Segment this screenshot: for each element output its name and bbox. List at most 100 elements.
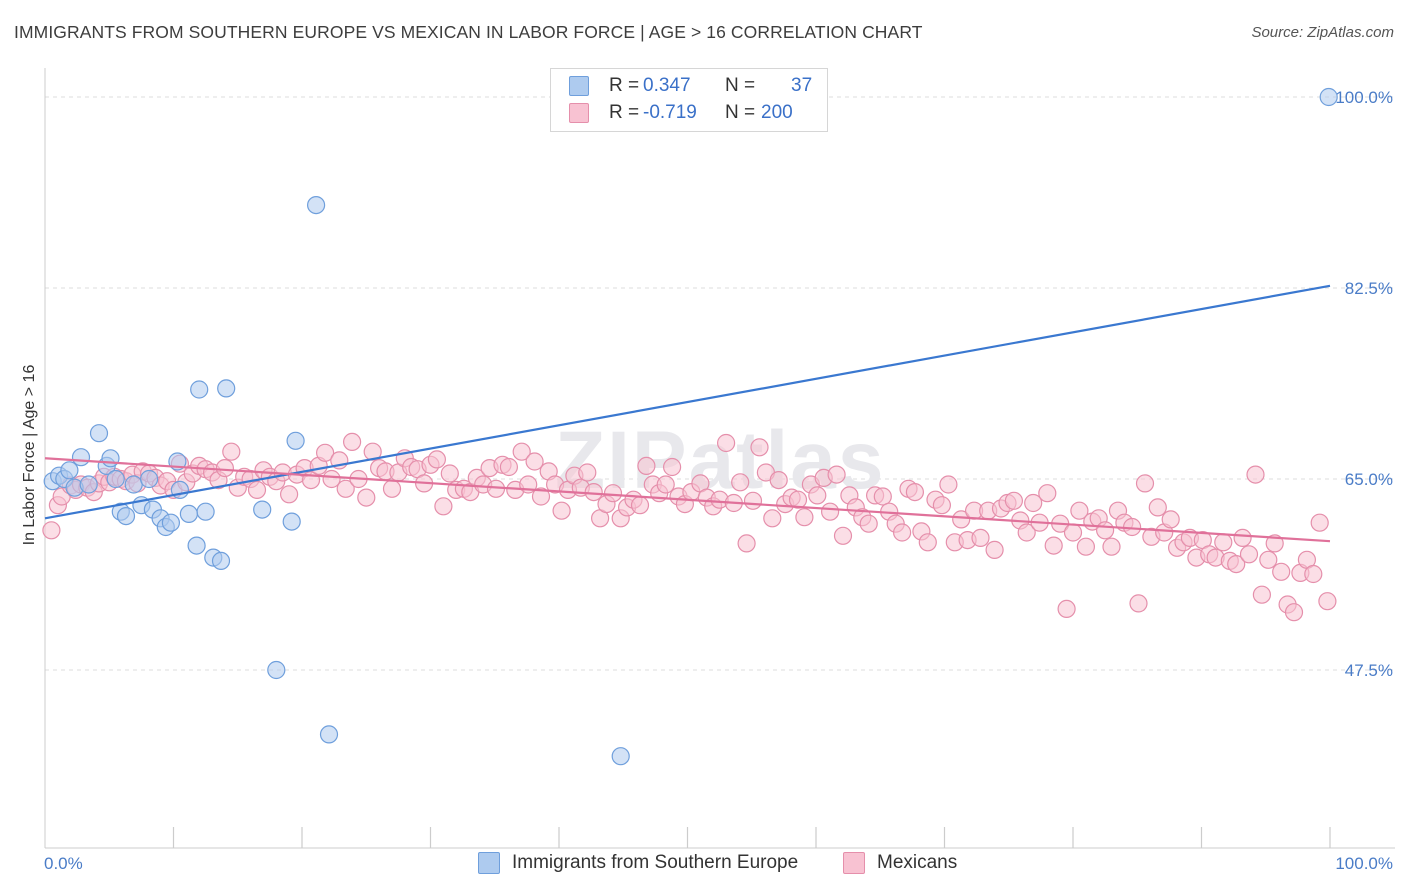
mexicans-point: [531, 487, 551, 506]
mexicans-point: [873, 487, 892, 506]
mexicans-point: [1265, 534, 1284, 553]
mexicans-point: [1318, 592, 1337, 611]
immigrants-point: [116, 506, 136, 526]
mexicans-point: [603, 484, 623, 503]
mexicans-point: [1214, 533, 1233, 552]
mexicans-point: [525, 452, 544, 471]
y-tick-labels: 47.5% 65.0% 82.5% 100.0%: [1335, 88, 1393, 680]
immigrants-point: [282, 512, 301, 531]
mexicans-point: [918, 533, 937, 552]
legend-label-immigrants: Immigrants from Southern Europe: [512, 852, 799, 873]
mexicans-point: [440, 464, 459, 483]
mexicans-trend-line: [44, 457, 1331, 543]
immigrants-southern-europe-points: [43, 87, 1338, 766]
legend-r-label: R =: [609, 102, 640, 123]
series-legend: Immigrants from Southern Europe Mexicans: [0, 852, 1406, 878]
mexicans-point: [750, 438, 769, 457]
mexicans-point: [859, 514, 878, 533]
legend-swatch-immigrants: [478, 852, 500, 874]
mexicans-point: [788, 490, 808, 509]
immigrants-point: [71, 448, 91, 467]
immigrants-point: [611, 747, 630, 766]
mexicans-point: [1246, 465, 1265, 484]
immigrants-point: [190, 380, 209, 399]
mexicans-point: [1284, 603, 1304, 622]
mexicans-point: [1017, 523, 1036, 542]
y-axis-label: In Labor Force | Age > 16: [21, 365, 38, 546]
mexicans-point: [1070, 501, 1089, 520]
immigrants-point: [1319, 87, 1338, 107]
immigrants-point: [267, 660, 286, 680]
legend-n-label: N =: [725, 75, 756, 96]
mexicans-point: [1076, 537, 1096, 556]
mexicans-point: [1148, 498, 1167, 517]
mexicans-point: [905, 483, 925, 502]
mexicans-point: [322, 469, 341, 489]
immigrants-point: [307, 196, 326, 215]
immigrants-point: [140, 469, 159, 489]
immigrants-point: [187, 536, 206, 555]
immigrants-point: [79, 475, 98, 494]
mexicans-point: [427, 450, 446, 469]
mexicans-point: [820, 502, 840, 521]
mexicans-point: [662, 457, 682, 477]
mexicans-point: [316, 443, 335, 462]
mexicans-point: [336, 479, 355, 498]
stats-legend: R = 0.347 N = 37 R = -0.719 N = 200: [550, 68, 828, 132]
x-tick-label: 100.0%: [1335, 854, 1393, 873]
mexicans-point: [434, 497, 453, 516]
mexicans-point: [1304, 564, 1323, 584]
mexicans-point: [512, 442, 531, 461]
mexicans-point: [1239, 545, 1259, 564]
grid-lines: [45, 96, 1395, 671]
y-tick-label: 100.0%: [1335, 88, 1393, 107]
mexicans-point: [247, 480, 267, 499]
mexicans-point: [1044, 536, 1063, 555]
y-tick-label: 82.5%: [1345, 279, 1393, 298]
mexicans-point: [939, 475, 958, 494]
mexicans-point: [578, 463, 597, 482]
x-tick-labels: 0.0% 100.0%: [44, 854, 1393, 873]
mexicans-point: [42, 521, 61, 540]
mexicans-point: [737, 534, 756, 553]
legend-item-mexicans: Mexicans: [843, 852, 957, 874]
immigrants-point: [319, 725, 339, 744]
trend-lines: [44, 284, 1331, 543]
immigrants-point: [196, 502, 215, 521]
mexicans-point: [637, 456, 656, 475]
source-note: Source: ZipAtlas.com: [1251, 24, 1394, 41]
mexicans-point: [795, 508, 814, 527]
legend-r-value: -0.719: [643, 102, 697, 123]
mexicans-point: [1161, 510, 1180, 529]
mexicans-point: [552, 501, 571, 520]
y-tick-label: 47.5%: [1345, 661, 1393, 680]
legend-swatch-mexicans: [569, 103, 589, 123]
immigrants-point: [286, 431, 305, 450]
mexicans-point: [1004, 491, 1024, 510]
mexicans-point: [584, 483, 603, 502]
mexicans-point: [763, 509, 782, 528]
immigrants-point: [106, 469, 125, 489]
mexicans-point: [952, 510, 971, 529]
mexicans-points: [42, 432, 1337, 622]
mexicans-point: [892, 523, 912, 542]
immigrants-point: [211, 551, 231, 571]
mexicans-point: [971, 528, 990, 548]
immigrants-trend-line: [44, 284, 1331, 520]
mexicans-point: [215, 459, 234, 478]
mexicans-point: [743, 491, 763, 510]
mexicans-point: [1057, 599, 1076, 619]
mexicans-point: [630, 496, 650, 515]
mexicans-point: [363, 442, 382, 461]
immigrants-point: [179, 504, 198, 524]
x-tick-label: 0.0%: [44, 854, 83, 873]
mexicans-point: [833, 526, 853, 545]
immigrants-point: [124, 475, 143, 494]
mexicans-point: [382, 479, 402, 498]
axes: [44, 68, 1395, 849]
mexicans-point: [357, 488, 376, 507]
legend-item-immigrants: Immigrants from Southern Europe: [478, 852, 798, 874]
mexicans-point: [808, 486, 827, 505]
legend-r-value: 0.347: [643, 75, 691, 96]
